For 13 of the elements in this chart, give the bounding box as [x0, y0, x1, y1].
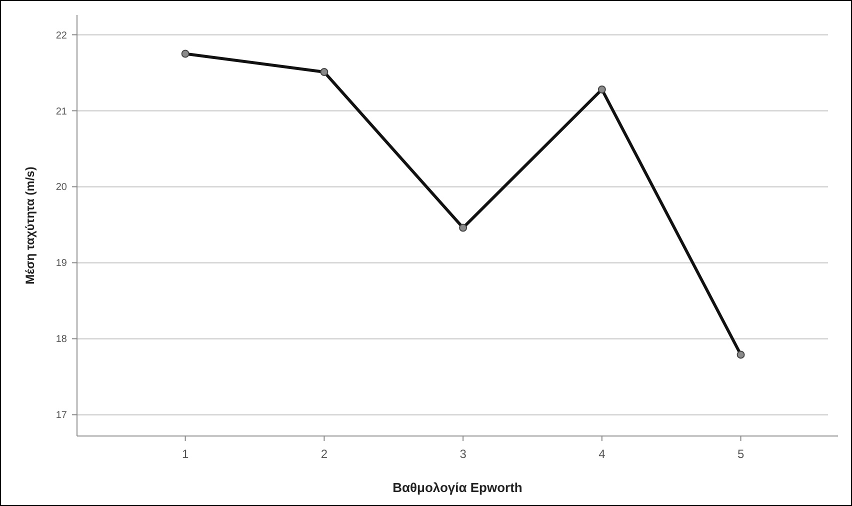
x-tick-label: 3 — [460, 447, 467, 461]
y-axis-title: Μέση ταχύτητα (m/s) — [23, 166, 37, 284]
x-tick-label: 2 — [320, 447, 328, 461]
y-tick-label: 21 — [56, 106, 68, 118]
x-tick-label: 1 — [182, 447, 189, 461]
y-tick-label: 22 — [56, 30, 68, 42]
y-tick-label: 18 — [56, 334, 68, 346]
x-tick-label: 4 — [598, 447, 606, 461]
x-axis-title: Βαθμολογία Epworth — [392, 480, 522, 495]
y-tick-label: 17 — [56, 410, 68, 422]
y-tick-label: 19 — [56, 258, 68, 270]
y-tick-label: 20 — [56, 182, 68, 194]
x-tick-label: 5 — [737, 447, 744, 461]
